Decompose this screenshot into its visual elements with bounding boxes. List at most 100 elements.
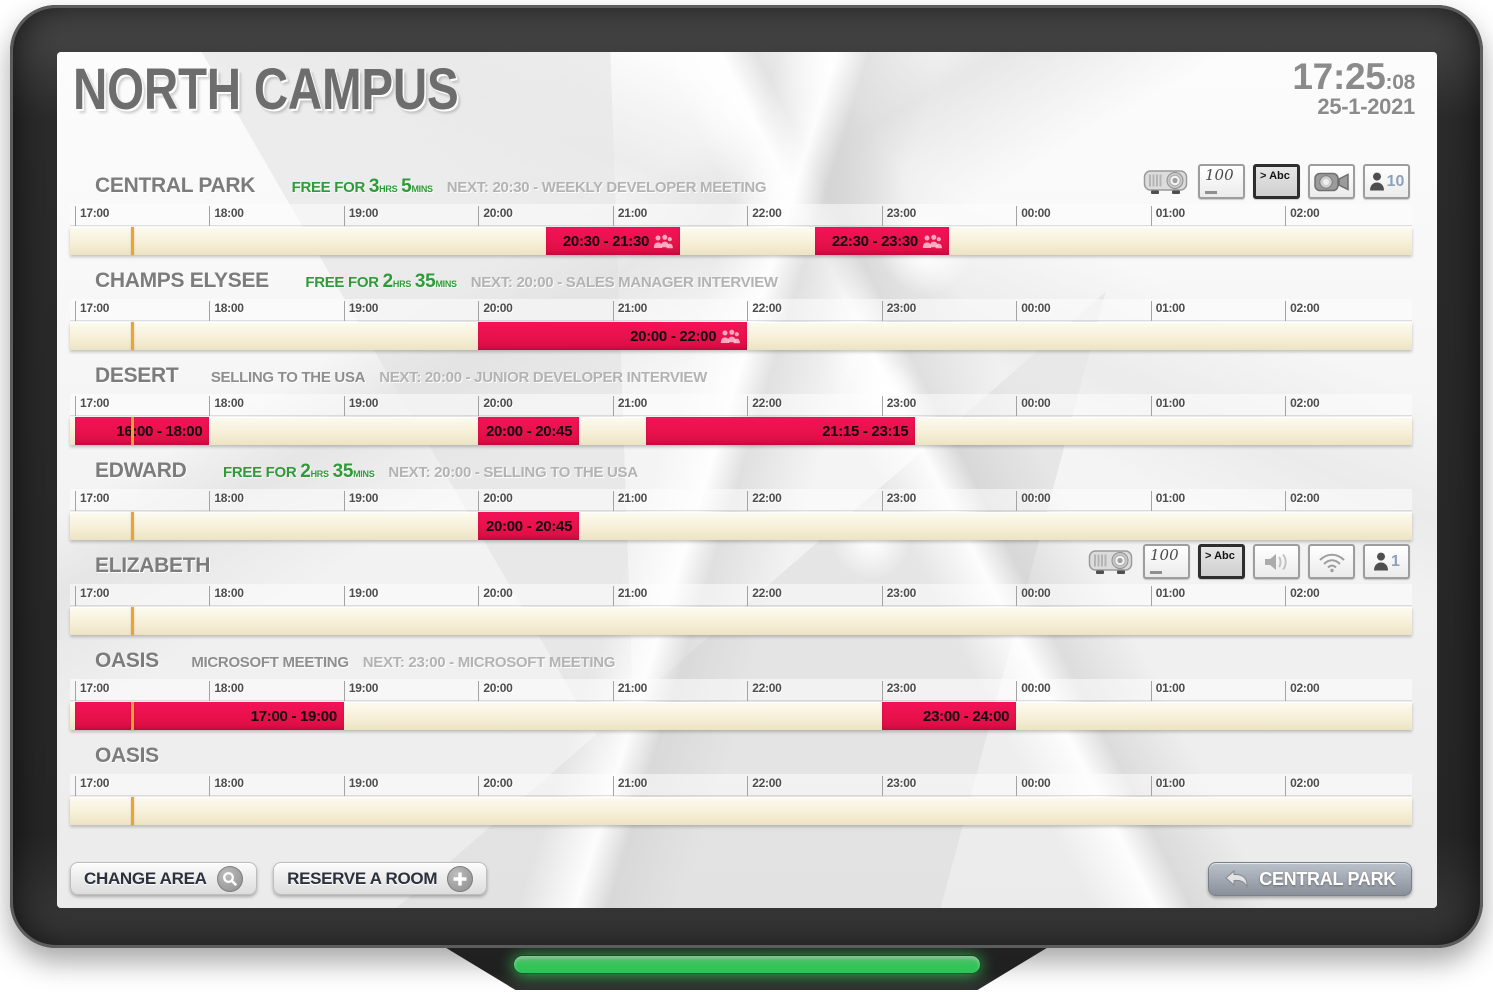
tick-mark (1285, 301, 1287, 321)
hour-tick-label: 23:00 (886, 206, 917, 220)
booking-block[interactable]: 23:00 - 24:00 (881, 702, 1017, 730)
tick-mark (747, 681, 749, 701)
tick-mark (478, 491, 480, 511)
room-header: OASIS (70, 744, 1412, 774)
hour-tick-label: 02:00 (1290, 586, 1320, 600)
hour-tick: 18:00 (209, 679, 244, 701)
hour-tick-label: 00:00 (1021, 301, 1051, 315)
hour-tick-label: 00:00 (1021, 206, 1051, 220)
tick-mark (209, 396, 211, 416)
free-minutes: 35 (414, 271, 436, 292)
booking-block[interactable]: 21:15 - 23:15 (646, 417, 916, 445)
booking-block[interactable]: 20:00 - 20:45 (478, 417, 580, 445)
clock: 17:25:08 25-1-2021 (1292, 57, 1415, 118)
hour-tick: 21:00 (612, 204, 647, 226)
attendees-group-icon (922, 234, 942, 249)
tick-mark (1016, 396, 1018, 416)
hour-tick: 22:00 (747, 774, 782, 796)
hour-tick: 18:00 (209, 204, 244, 226)
booking-block[interactable]: 20:30 - 21:30 (545, 227, 681, 255)
hour-tick: 23:00 (881, 394, 916, 416)
hour-tick: 20:00 (478, 584, 513, 606)
hour-tick: 23:00 (881, 299, 917, 321)
hour-tick: 18:00 (209, 584, 244, 606)
room-header: CENTRAL PARK FREE FOR 3HRS 5MINS NEXT: 20… (70, 164, 1412, 204)
hour-tick-label: 22:00 (752, 681, 782, 695)
timeline-bar[interactable] (70, 607, 1412, 635)
hour-tick: 20:00 (478, 489, 513, 511)
tick-mark (1150, 776, 1152, 796)
hour-tick-label: 23:00 (886, 586, 917, 600)
room-name[interactable]: CHAMPS ELYSEE (95, 269, 269, 292)
free-hours-unit: HRS (392, 279, 412, 289)
booking-block[interactable]: 22:30 - 23:30 (814, 227, 949, 255)
hour-tick-label: 23:00 (886, 301, 917, 315)
timeline-bar[interactable]: 17:00 - 19:00 23:00 - 24:00 (70, 702, 1412, 730)
tick-mark (478, 206, 480, 226)
room-name[interactable]: ELIZABETH (95, 554, 211, 577)
footer: CHANGE AREA RESERVE A ROOM CENTRAL PARK (70, 862, 1412, 896)
hour-tick-label: 01:00 (1155, 301, 1186, 315)
tick-mark (343, 206, 345, 226)
tick-mark (1285, 396, 1287, 416)
booking-block[interactable]: 20:00 - 22:00 (478, 322, 748, 350)
booking-time-label: 20:00 - 20:45 (485, 422, 573, 440)
free-hours-unit: HRS (310, 469, 329, 479)
booking-block[interactable]: 20:00 - 20:45 (478, 512, 580, 540)
timeline-bar[interactable]: 20:00 - 22:00 (70, 322, 1412, 350)
hour-tick-label: 01:00 (1155, 396, 1186, 410)
hour-tick-label: 00:00 (1021, 491, 1051, 505)
room-name[interactable]: EDWARD (95, 459, 187, 482)
hour-tick-label: 21:00 (617, 301, 648, 315)
tick-mark (881, 776, 883, 796)
capacity-count: 1 (1391, 552, 1400, 570)
room-name[interactable]: OASIS (95, 649, 159, 672)
hour-tick-label: 22:00 (752, 586, 782, 600)
booking-time-label: 23:00 - 24:00 (923, 707, 1010, 725)
timeline-bar[interactable]: 16:00 - 18:00 20:00 - 20:45 21:15 - 23:15 (70, 417, 1412, 445)
room-row: CHAMPS ELYSEE FREE FOR 2HRS 35MINS NEXT: … (70, 269, 1412, 350)
hour-tick-label: 18:00 (214, 491, 244, 505)
room-name[interactable]: CENTRAL PARK (95, 174, 256, 197)
hour-tick: 01:00 (1150, 299, 1186, 321)
hour-tick-label: 18:00 (214, 301, 244, 315)
hour-tick: 19:00 (343, 489, 378, 511)
booking-block[interactable]: 16:00 - 18:00 (74, 417, 210, 445)
tick-mark (747, 491, 749, 511)
reserve-room-button[interactable]: RESERVE A ROOM (273, 862, 488, 895)
back-to-room-button[interactable]: CENTRAL PARK (1208, 862, 1412, 896)
free-minutes: 35 (332, 461, 354, 482)
hour-tick: 19:00 (343, 679, 378, 701)
timeline-ticks: 17:00 18:00 19:00 20:00 21:00 22:00 23:00 00:00… (70, 679, 1412, 701)
hour-tick: 00:00 (1016, 204, 1051, 226)
hour-tick: 19:00 (343, 584, 378, 606)
screen: NORTH CAMPUS 17:25:08 25-1-2021 CENTRAL … (57, 52, 1437, 908)
marker-tray-icon (1205, 191, 1217, 194)
room-row: EDWARD FREE FOR 2HRS 35MINS NEXT: 20:00 -… (70, 459, 1412, 540)
timeline-bar[interactable]: 20:00 - 20:45 (70, 512, 1412, 540)
timeline-bar[interactable] (70, 797, 1412, 825)
tick-mark (74, 586, 76, 606)
hour-tick-label: 01:00 (1155, 681, 1186, 695)
booking-time-label: 17:00 - 19:00 (250, 707, 337, 725)
free-hours: 2 (382, 271, 394, 292)
hour-tick-label: 20:00 (483, 396, 513, 410)
hour-tick: 22:00 (747, 679, 782, 701)
booking-block[interactable]: 17:00 - 19:00 (74, 702, 344, 730)
free-hours-unit: HRS (379, 184, 398, 194)
hour-tick-label: 22:00 (752, 396, 782, 410)
tick-mark (1150, 396, 1152, 416)
room-name[interactable]: OASIS (95, 744, 159, 767)
change-area-label: CHANGE AREA (84, 868, 207, 888)
free-hours: 3 (368, 176, 380, 197)
tick-mark (1285, 681, 1287, 701)
room-name[interactable]: DESERT (95, 364, 179, 387)
hour-tick-label: 23:00 (886, 681, 917, 695)
timeline-ticks: 17:00 18:00 19:00 20:00 21:00 22:00 23:00 00:00… (70, 584, 1412, 606)
projector-icon (1142, 164, 1190, 199)
change-area-button[interactable]: CHANGE AREA (70, 862, 257, 895)
timeline-bar[interactable]: 20:30 - 21:30 22:30 - 23:30 (70, 227, 1412, 255)
tick-mark (209, 491, 211, 511)
hour-tick-label: 17:00 (79, 301, 110, 315)
room-row: DESERT SELLING TO THE USA NEXT: 20:00 - J… (70, 364, 1412, 445)
